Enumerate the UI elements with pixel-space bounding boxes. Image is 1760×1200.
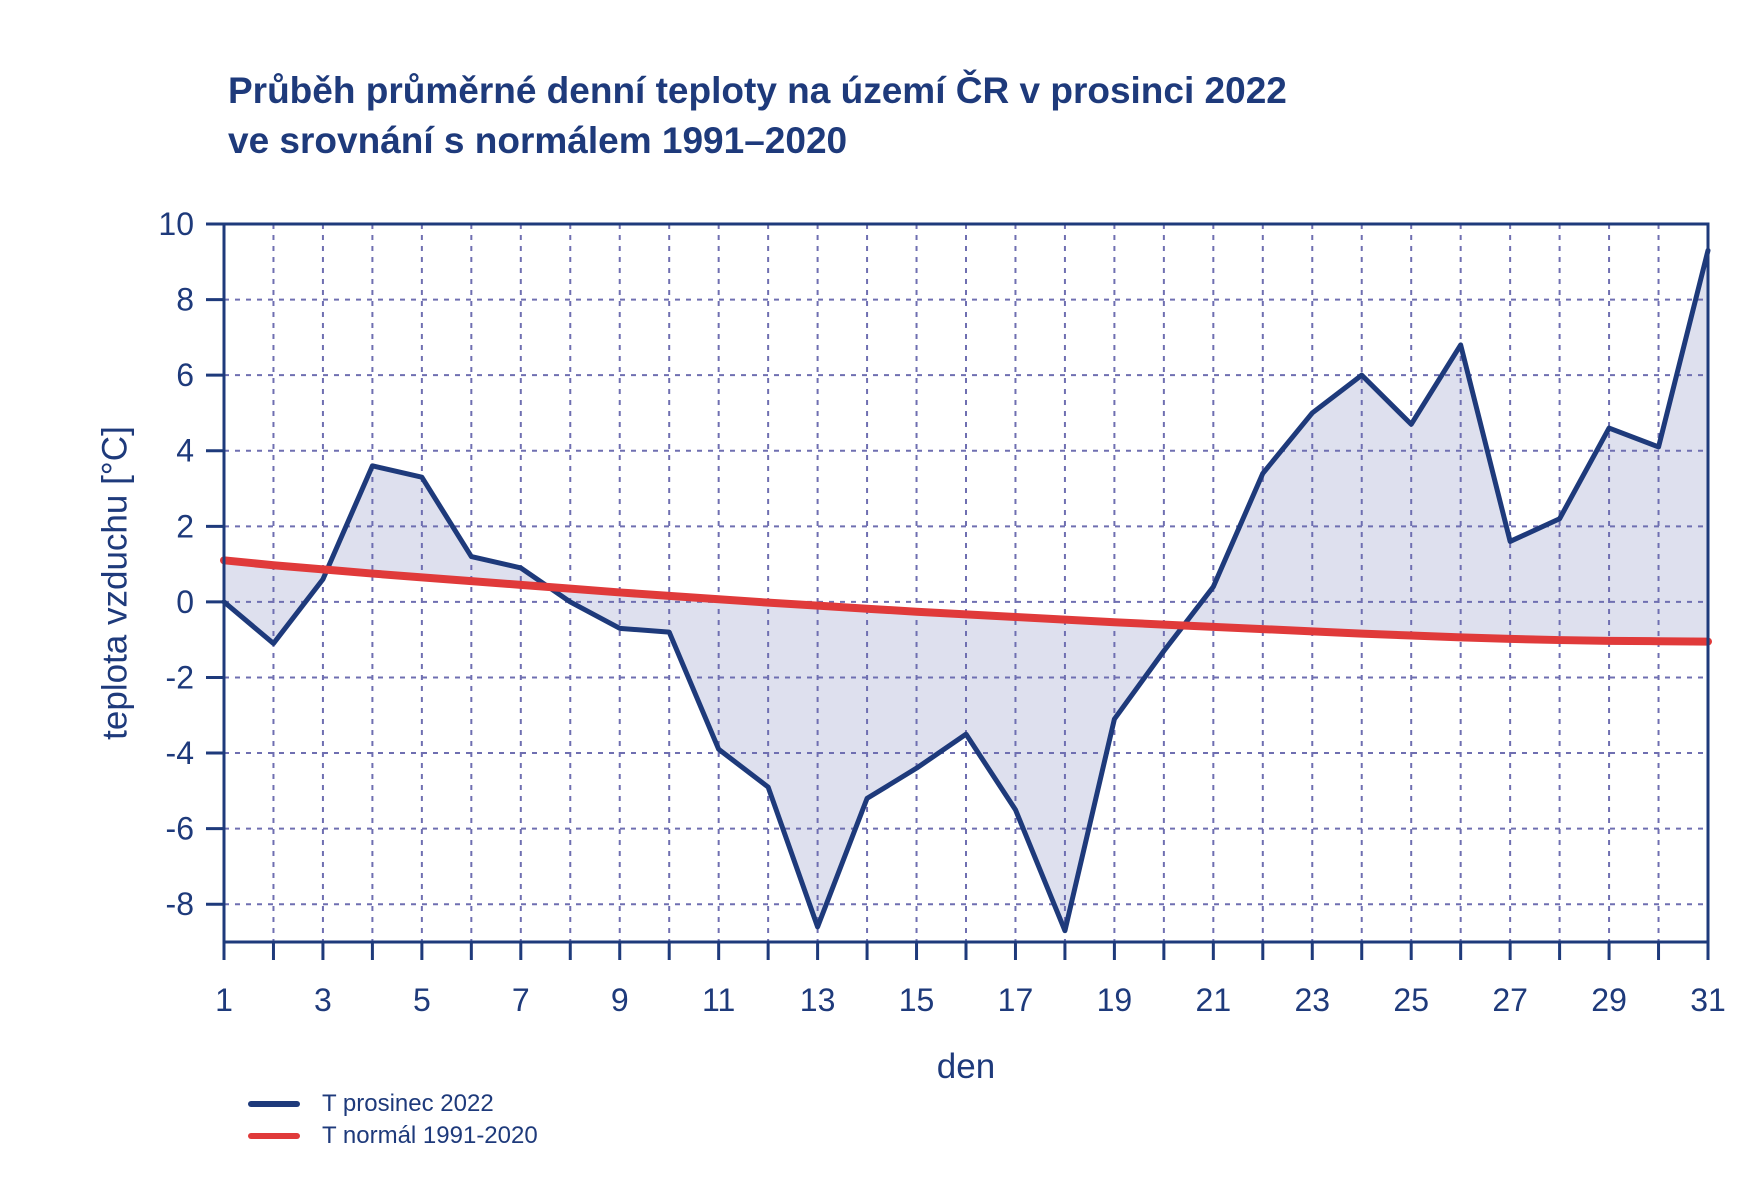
y-axis-title: teplota vzduchu [°C] [95,426,134,740]
y-tick-label--2: -2 [166,659,194,695]
x-tick-label-21: 21 [1196,982,1232,1018]
x-tick-label-5: 5 [413,982,431,1018]
x-tick-label-31: 31 [1690,982,1726,1018]
x-axis-title: den [937,1047,995,1086]
y-tick-label--4: -4 [166,735,194,771]
x-tick-label-29: 29 [1591,982,1627,1018]
series-line-0 [221,247,1711,934]
legend-label-normal: T normál 1991-2020 [322,1122,538,1149]
x-tick-label-11: 11 [702,982,735,1018]
y-tick-label-8: 8 [176,282,194,318]
chart-title-line-2: ve srovnání s normálem 1991–2020 [228,120,848,161]
x-tick-label-25: 25 [1393,982,1429,1018]
y-tick-label-10: 10 [158,206,194,242]
y-tick-label--8: -8 [166,886,194,922]
series-line-1 [220,556,1712,646]
x-tick-label-1: 1 [215,982,233,1018]
chart-title-line-1: Průběh průměrné denní teploty na území Č… [228,70,1287,111]
x-tick-label-7: 7 [512,982,530,1018]
x-tick-label-27: 27 [1492,982,1528,1018]
x-tick-label-15: 15 [899,982,935,1018]
deviation-fill-area [224,250,1708,931]
tick-labels: 1 3 5 7 9 11 13 15 17 19 21 23 25 27 29 31-8-6-4-202468… [158,206,1725,1018]
x-tick-label-17: 17 [998,982,1034,1018]
y-tick-label-4: 4 [176,433,194,469]
y-tick-label-2: 2 [176,508,194,544]
y-tick-label-6: 6 [176,357,194,393]
legend-item-normal: T normál 1991-2020 [248,1120,538,1152]
chart-title: Průběh průměrné denní teploty na území Č… [228,66,1287,166]
legend-label-2022: T prosinec 2022 [322,1090,494,1117]
x-tick-label-9: 9 [611,982,629,1018]
axis-ticks [206,222,1710,960]
x-tick-label-13: 13 [800,982,836,1018]
legend-swatch-2022 [248,1101,300,1107]
legend-item-2022: T prosinec 2022 [248,1088,538,1120]
legend-swatch-normal [248,1133,300,1139]
legend: T prosinec 2022 T normál 1991-2020 [248,1088,538,1152]
series-lines [220,247,1712,934]
x-tick-label-23: 23 [1294,982,1330,1018]
y-tick-label-0: 0 [176,584,194,620]
deviation-fill-polygon [224,250,1708,931]
grid-lines [224,224,1708,942]
x-tick-label-3: 3 [314,982,332,1018]
x-tick-label-19: 19 [1097,982,1133,1018]
y-tick-label--6: -6 [166,811,194,847]
